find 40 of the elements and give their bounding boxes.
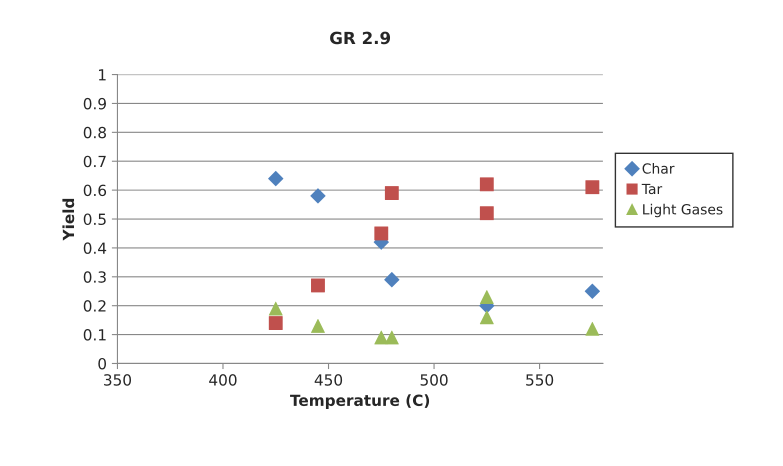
x-tick-label: 350: [104, 374, 132, 386]
y-tick-label: 0.4: [84, 242, 106, 254]
point: [384, 330, 399, 344]
y-axis-title: Yield: [62, 198, 74, 241]
x-tick-label: 400: [209, 374, 237, 386]
point: [268, 316, 283, 330]
point: [384, 186, 399, 200]
point: [374, 330, 388, 344]
point: [584, 284, 600, 299]
legend-label: Tar: [642, 184, 662, 194]
point: [480, 310, 494, 324]
chart-title: GR 2.9: [330, 32, 390, 44]
point: [480, 177, 494, 192]
point: [384, 272, 400, 288]
y-tick-label: 0.1: [84, 329, 106, 341]
y-tick-label: 0.5: [84, 213, 106, 226]
legend-label: Light Gases: [643, 204, 722, 218]
legend-label: Char: [642, 163, 675, 174]
y-tick-label: 0.3: [84, 271, 106, 283]
point: [268, 302, 283, 316]
x-tick-label: 550: [526, 374, 554, 386]
y-tick-label: 0.9: [84, 98, 106, 110]
x-axis-title: Temperature (C): [290, 394, 430, 410]
y-tick-label: 0.6: [84, 184, 106, 196]
y-tick-label: 1: [98, 69, 106, 80]
point: [311, 278, 325, 292]
y-tick-label: 0.2: [84, 300, 106, 312]
y-tick-label: 0.8: [84, 126, 106, 138]
y-tick-label: 0: [98, 358, 106, 370]
point: [268, 170, 284, 186]
point: [480, 290, 494, 304]
point: [585, 180, 600, 194]
y-tick-label: 0.7: [84, 156, 106, 168]
point: [585, 322, 600, 336]
x-tick-label: 450: [314, 374, 342, 386]
point: [374, 226, 388, 240]
point: [311, 318, 325, 333]
point: [480, 206, 494, 220]
x-tick-label: 500: [420, 374, 448, 386]
point: [310, 188, 326, 204]
